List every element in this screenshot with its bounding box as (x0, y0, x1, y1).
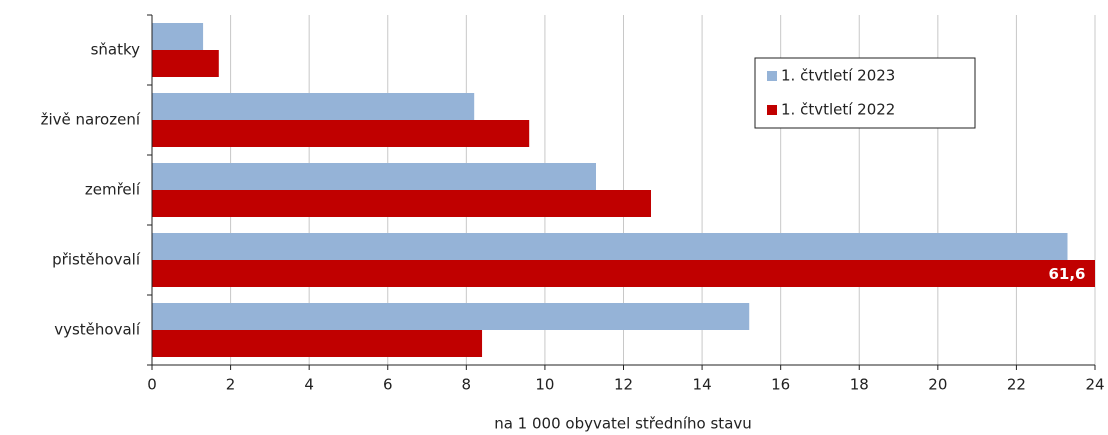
legend-marker (767, 71, 777, 81)
bar (152, 23, 204, 50)
legend-label: 1. čtvtletí 2023 (781, 67, 895, 85)
y-tick-label: vystěhovalí (54, 321, 141, 339)
x-tick-label: 14 (693, 376, 712, 394)
y-tick-label: přistěhovalí (52, 251, 141, 269)
x-axis-title: na 1 000 obyvatel středního stavu (494, 415, 752, 433)
x-tick-label: 12 (614, 376, 633, 394)
bar (152, 50, 219, 77)
bar (152, 330, 483, 357)
bar (152, 260, 1095, 287)
x-tick-label: 6 (383, 376, 393, 394)
x-tick-label: 22 (1007, 376, 1026, 394)
bar (152, 163, 596, 190)
bar (152, 93, 475, 120)
x-tick-label: 10 (535, 376, 554, 394)
x-tick-label: 16 (771, 376, 790, 394)
legend-box (754, 57, 976, 129)
x-tick-label: 0 (147, 376, 157, 394)
bar (152, 303, 750, 330)
bar (152, 233, 1068, 260)
y-tick-label: živě narození (41, 111, 141, 129)
x-tick-label: 8 (462, 376, 472, 394)
x-tick-label: 24 (1085, 376, 1104, 394)
bar (152, 120, 530, 147)
x-tick-label: 4 (304, 376, 314, 394)
legend-label: 1. čtvtletí 2022 (781, 101, 895, 119)
x-tick-label: 18 (850, 376, 869, 394)
x-tick-label: 2 (226, 376, 236, 394)
x-tick-label: 20 (928, 376, 947, 394)
bar (152, 190, 652, 217)
data-label: 61,6 (1048, 265, 1085, 283)
y-tick-label: zemřelí (85, 181, 141, 199)
y-tick-label: sňatky (91, 41, 141, 59)
legend-marker (767, 105, 777, 115)
